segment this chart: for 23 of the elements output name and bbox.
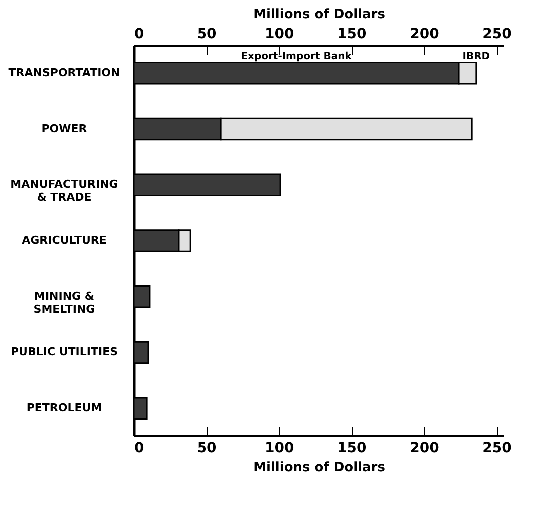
y-tick-label: MANUFACTURING & TRADE <box>10 178 118 204</box>
y-tick-label: MINING & SMELTING <box>34 290 96 316</box>
x-axis-title: Millions of Dollars <box>254 460 386 476</box>
x2-tick-label: 200 <box>410 26 440 42</box>
x-tick-label: 200 <box>410 440 440 456</box>
x2-tick-label: 150 <box>338 26 368 42</box>
y-tick-label: AGRICULTURE <box>22 234 107 247</box>
y-tick-label: PUBLIC UTILITIES <box>10 346 118 359</box>
x-tick-label: 250 <box>482 440 512 456</box>
x2-tick-label: 0 <box>134 26 144 42</box>
x2-axis-title: Millions of Dollars <box>254 8 386 22</box>
x2-tick-label: 250 <box>482 26 512 42</box>
y-tick-label: PETROLEUM <box>26 402 102 415</box>
y-tick-label: TRANSPORTATION <box>8 66 120 80</box>
series-label: IBRD <box>462 51 490 62</box>
x-tick-label: 150 <box>338 440 368 456</box>
x-tick-label: 0 <box>134 440 144 456</box>
x-tick-label: 100 <box>264 440 294 456</box>
x2-tick-label: 50 <box>197 26 218 42</box>
y-tick-label: POWER <box>42 122 88 136</box>
x-tick-label: 50 <box>197 440 218 456</box>
x2-tick-label: 100 <box>264 26 294 42</box>
series-label: Export-Import Bank <box>241 51 352 62</box>
